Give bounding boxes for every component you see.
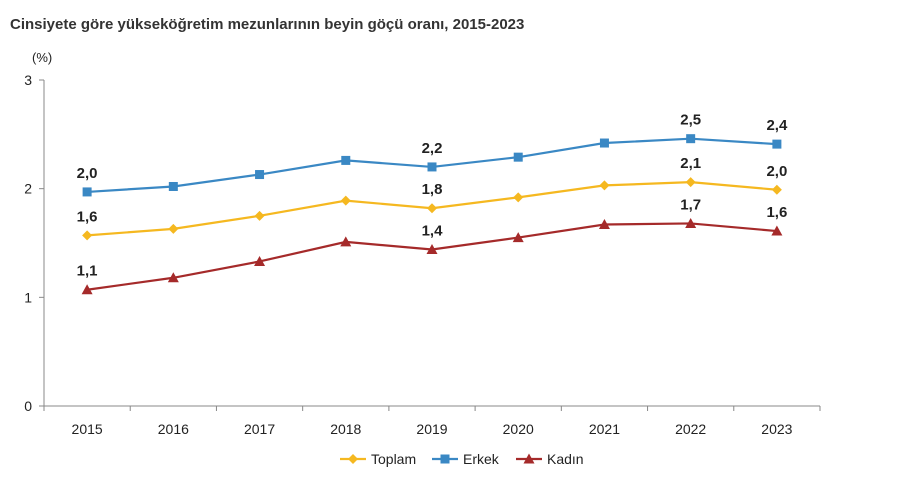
series-erkek [82,134,782,197]
data-point-erkek [427,162,437,172]
data-point-kadin [81,284,93,295]
data-label-erkek: 2,2 [422,140,443,157]
data-point-toplam [427,203,437,214]
chart-title: Cinsiyete göre yükseköğretim mezunlarını… [10,16,525,33]
data-label-erkek: 2,4 [766,117,788,134]
data-label-kadin: 1,7 [680,196,701,213]
x-tick-label: 2015 [72,421,103,437]
series-toplam [82,177,782,241]
data-point-erkek [686,134,696,144]
data-point-toplam [254,210,265,221]
data-point-kadin [771,225,783,236]
data-label-erkek: 2,0 [77,165,98,182]
legend: Toplam Erkek Kadın [340,451,584,467]
legend-label-erkek: Erkek [463,451,500,467]
data-label-toplam: 1,6 [77,208,98,225]
data-point-toplam [685,177,696,188]
data-point-toplam [599,180,610,191]
axes: 0 1 2 3 2015 2016 2017 2018 2019 2020 2021 2022 2023 [24,72,821,437]
data-point-erkek [255,170,265,180]
y-tick-label: 3 [24,72,32,88]
data-point-erkek [599,138,609,148]
data-point-kadin [167,272,179,283]
data-point-toplam [340,195,351,206]
x-tick-label: 2017 [244,421,275,437]
data-point-erkek [168,181,178,191]
x-tick-label: 2019 [416,421,447,437]
x-tick-label: 2022 [675,421,706,437]
data-point-kadin [512,232,524,243]
data-label-erkek: 2,5 [680,112,701,129]
legend-label-toplam: Toplam [371,451,416,467]
x-tick-label: 2016 [158,421,189,437]
y-axis-unit-label: (%) [32,50,52,65]
data-point-kadin [598,219,610,230]
data-labels: 1,6 1,8 2,1 2,0 2,0 2,2 2,5 2,4 1,1 1,4 1,7 1,6 [77,112,788,280]
data-point-kadin [426,244,438,255]
y-tick-label: 0 [24,398,32,414]
legend-marker-erkek [440,454,450,464]
data-point-erkek [513,152,523,162]
data-label-toplam: 2,1 [680,155,701,172]
data-point-toplam [82,230,93,241]
legend-marker-kadin [523,453,535,464]
data-label-kadin: 1,6 [766,204,787,221]
data-point-erkek [341,155,351,165]
data-point-kadin [685,217,697,228]
x-tick-label: 2021 [589,421,620,437]
data-point-toplam [513,192,524,203]
data-point-kadin [340,236,352,247]
series-kadin [81,217,783,295]
x-tick-label: 2020 [503,421,534,437]
legend-item-kadin: Kadın [516,451,584,467]
legend-item-toplam: Toplam [340,451,416,467]
data-point-kadin [254,255,266,266]
x-tick-label: 2023 [761,421,792,437]
series-layer [81,134,783,295]
x-tick-label: 2018 [330,421,361,437]
data-point-toplam [771,184,782,195]
y-tick-label: 1 [24,289,32,305]
legend-label-kadin: Kadın [547,451,584,467]
data-point-erkek [82,187,92,197]
data-point-erkek [772,139,782,149]
data-label-toplam: 2,0 [766,163,787,180]
data-label-toplam: 1,8 [422,181,443,198]
y-tick-label: 2 [24,181,32,197]
legend-marker-toplam [348,454,358,464]
data-label-kadin: 1,4 [422,223,444,240]
legend-item-erkek: Erkek [432,451,500,467]
data-label-kadin: 1,1 [77,263,98,280]
data-point-toplam [168,223,179,234]
